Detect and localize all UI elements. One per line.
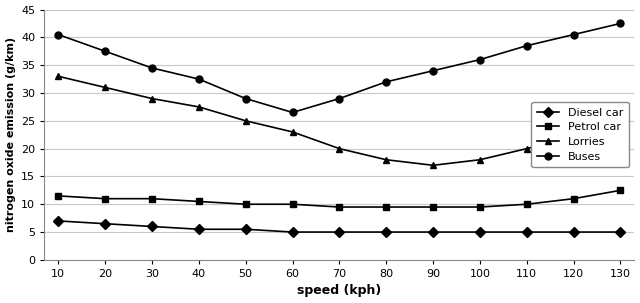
Lorries (616, 125, 624, 128)
Petrol car (616, 188, 624, 192)
Petrol car (570, 197, 577, 201)
Lorries (429, 164, 437, 167)
Line: Buses: Buses (55, 20, 624, 116)
Petrol car (382, 205, 390, 209)
Petrol car (289, 202, 296, 206)
Buses (429, 69, 437, 72)
Lorries (570, 136, 577, 139)
Y-axis label: nitrogen oxide emission (g/km): nitrogen oxide emission (g/km) (6, 37, 15, 232)
Buses (54, 33, 62, 36)
Buses (523, 44, 531, 48)
Petrol car (523, 202, 531, 206)
Lorries (289, 130, 296, 134)
Diesel car (289, 230, 296, 234)
Lorries (148, 97, 156, 100)
Buses (382, 80, 390, 84)
Lorries (335, 147, 343, 150)
Diesel car (54, 219, 62, 223)
Diesel car (195, 228, 203, 231)
Lorries (54, 75, 62, 78)
Petrol car (101, 197, 109, 201)
Buses (289, 111, 296, 114)
Buses (195, 77, 203, 81)
Petrol car (476, 205, 484, 209)
Buses (242, 97, 250, 100)
Petrol car (335, 205, 343, 209)
Diesel car (148, 225, 156, 228)
Diesel car (335, 230, 343, 234)
Lorries (242, 119, 250, 123)
Buses (616, 22, 624, 25)
Diesel car (242, 228, 250, 231)
Lorries (523, 147, 531, 150)
Diesel car (616, 230, 624, 234)
Diesel car (429, 230, 437, 234)
X-axis label: speed (kph): speed (kph) (297, 285, 381, 298)
Diesel car (101, 222, 109, 225)
Buses (476, 58, 484, 62)
Buses (101, 49, 109, 53)
Diesel car (570, 230, 577, 234)
Buses (148, 66, 156, 70)
Line: Lorries: Lorries (55, 73, 624, 169)
Line: Diesel car: Diesel car (55, 218, 624, 235)
Diesel car (523, 230, 531, 234)
Petrol car (429, 205, 437, 209)
Petrol car (242, 202, 250, 206)
Lorries (101, 86, 109, 89)
Petrol car (148, 197, 156, 201)
Petrol car (54, 194, 62, 198)
Petrol car (195, 200, 203, 203)
Line: Petrol car: Petrol car (55, 187, 624, 211)
Diesel car (382, 230, 390, 234)
Buses (335, 97, 343, 100)
Lorries (382, 158, 390, 161)
Lorries (476, 158, 484, 161)
Buses (570, 33, 577, 36)
Diesel car (476, 230, 484, 234)
Lorries (195, 105, 203, 109)
Legend: Diesel car, Petrol car, Lorries, Buses: Diesel car, Petrol car, Lorries, Buses (531, 102, 629, 167)
